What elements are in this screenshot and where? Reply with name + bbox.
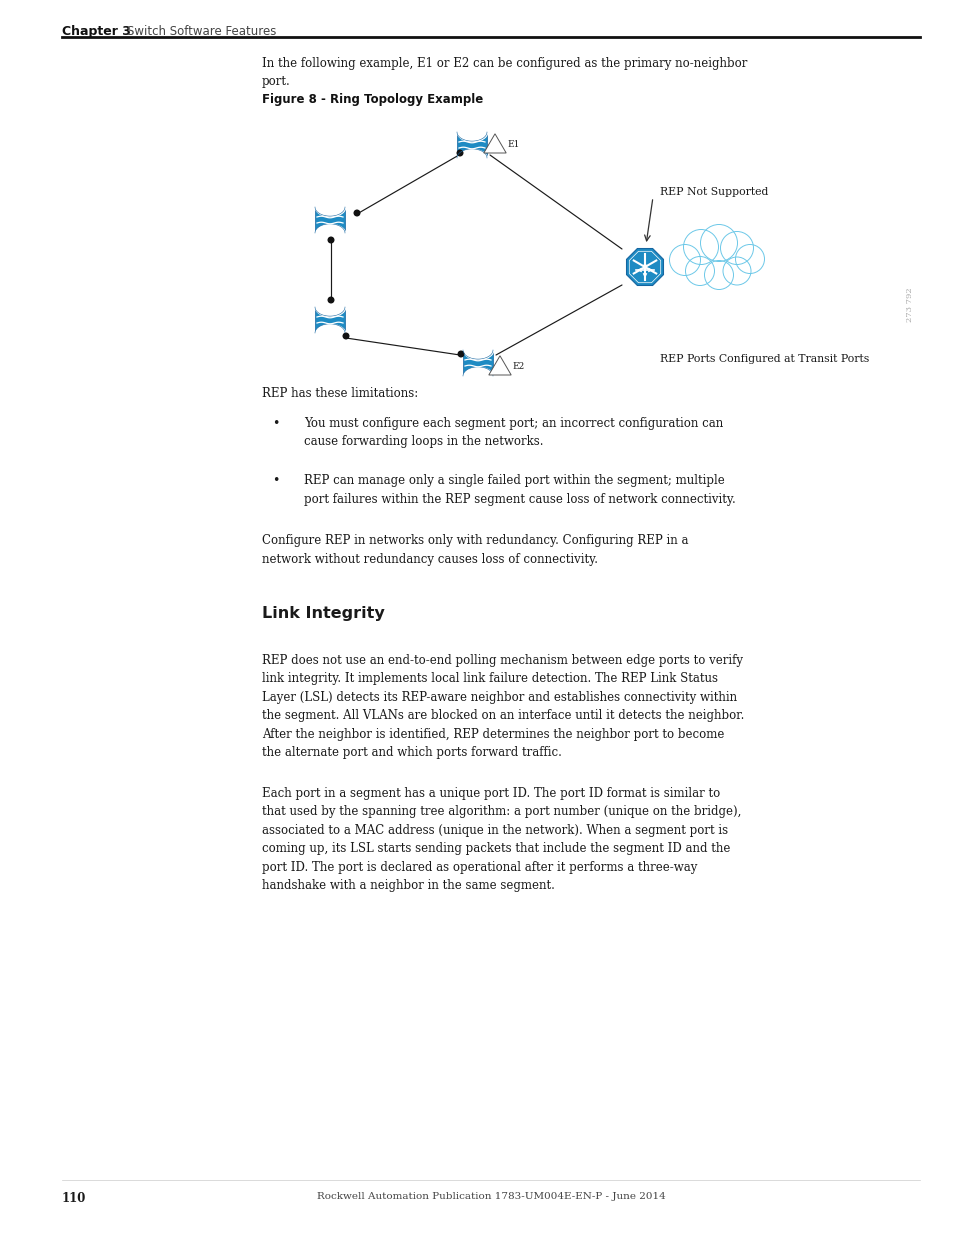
Text: After the neighbor is identified, REP determines the neighbor port to become: After the neighbor is identified, REP de… — [262, 727, 723, 741]
FancyBboxPatch shape — [456, 132, 486, 158]
Text: You must configure each segment port; an incorrect configuration can: You must configure each segment port; an… — [304, 417, 722, 430]
Text: REP Ports Configured at Transit Ports: REP Ports Configured at Transit Ports — [659, 354, 868, 364]
Text: associated to a MAC address (unique in the network). When a segment port is: associated to a MAC address (unique in t… — [262, 824, 727, 837]
Circle shape — [354, 210, 359, 216]
Circle shape — [328, 298, 334, 303]
Circle shape — [685, 257, 714, 285]
Text: E2: E2 — [512, 362, 524, 370]
Circle shape — [700, 225, 737, 262]
Text: E1: E1 — [507, 140, 519, 148]
Polygon shape — [488, 356, 511, 375]
Text: handshake with a neighbor in the same segment.: handshake with a neighbor in the same se… — [262, 879, 555, 893]
Text: port failures within the REP segment cause loss of network connectivity.: port failures within the REP segment cau… — [304, 493, 735, 505]
FancyBboxPatch shape — [462, 350, 493, 375]
Text: link integrity. It implements local link failure detection. The REP Link Status: link integrity. It implements local link… — [262, 673, 718, 685]
Circle shape — [722, 257, 750, 285]
Text: In the following example, E1 or E2 can be configured as the primary no-neighbor: In the following example, E1 or E2 can b… — [262, 57, 746, 70]
Text: coming up, its LSL starts sending packets that include the segment ID and the: coming up, its LSL starts sending packet… — [262, 842, 730, 856]
Circle shape — [457, 351, 463, 357]
Text: Figure 8 - Ring Topology Example: Figure 8 - Ring Topology Example — [262, 93, 483, 106]
Circle shape — [735, 245, 763, 273]
Circle shape — [328, 237, 334, 243]
Text: port ID. The port is declared as operational after it performs a three-way: port ID. The port is declared as operati… — [262, 861, 697, 874]
Text: Each port in a segment has a unique port ID. The port ID format is similar to: Each port in a segment has a unique port… — [262, 787, 720, 800]
Text: Link Integrity: Link Integrity — [262, 606, 384, 621]
Text: the alternate port and which ports forward traffic.: the alternate port and which ports forwa… — [262, 746, 561, 760]
Text: REP can manage only a single failed port within the segment; multiple: REP can manage only a single failed port… — [304, 474, 724, 487]
Circle shape — [456, 151, 462, 156]
Text: that used by the spanning tree algorithm: a port number (unique on the bridge),: that used by the spanning tree algorithm… — [262, 805, 740, 819]
Text: Layer (LSL) detects its REP-aware neighbor and establishes connectivity within: Layer (LSL) detects its REP-aware neighb… — [262, 692, 737, 704]
Polygon shape — [483, 133, 506, 153]
Text: port.: port. — [262, 75, 291, 88]
Text: 273 792: 273 792 — [905, 288, 913, 322]
Circle shape — [720, 231, 753, 264]
Circle shape — [703, 261, 733, 289]
Text: cause forwarding loops in the networks.: cause forwarding loops in the networks. — [304, 436, 543, 448]
Text: REP Not Supported: REP Not Supported — [659, 186, 767, 198]
Text: •: • — [272, 417, 279, 430]
Text: •: • — [272, 474, 279, 487]
Polygon shape — [626, 248, 662, 285]
Circle shape — [682, 230, 718, 264]
FancyBboxPatch shape — [314, 207, 345, 233]
Text: Switch Software Features: Switch Software Features — [127, 25, 276, 38]
Text: Chapter 3: Chapter 3 — [62, 25, 131, 38]
FancyBboxPatch shape — [314, 308, 345, 333]
Text: Configure REP in networks only with redundancy. Configuring REP in a: Configure REP in networks only with redu… — [262, 534, 688, 547]
Text: Rockwell Automation Publication 1783-UM004E-EN-P - June 2014: Rockwell Automation Publication 1783-UM0… — [316, 1192, 664, 1200]
Text: network without redundancy causes loss of connectivity.: network without redundancy causes loss o… — [262, 552, 598, 566]
Text: REP has these limitations:: REP has these limitations: — [262, 387, 417, 400]
Text: REP does not use an end-to-end polling mechanism between edge ports to verify: REP does not use an end-to-end polling m… — [262, 655, 742, 667]
Text: the segment. All VLANs are blocked on an interface until it detects the neighbor: the segment. All VLANs are blocked on an… — [262, 709, 743, 722]
Circle shape — [343, 333, 349, 338]
Text: 110: 110 — [62, 1192, 87, 1205]
Circle shape — [669, 245, 700, 275]
